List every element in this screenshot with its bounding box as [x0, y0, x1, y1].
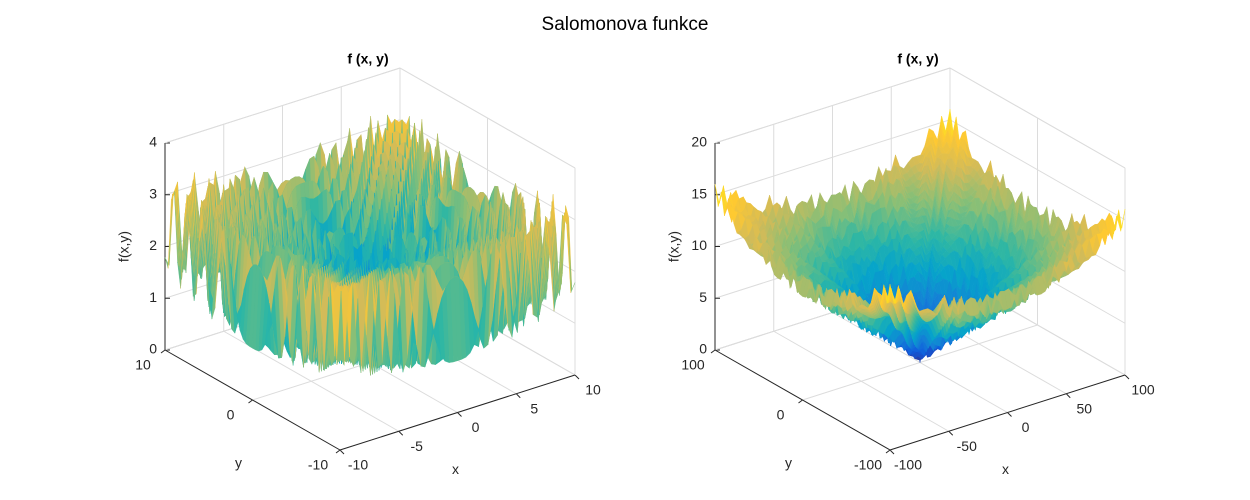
z-tick-label: 3	[149, 185, 157, 201]
box-edge	[399, 67, 576, 169]
z-tick-label: 4	[149, 134, 157, 150]
x-tick-label: -10	[348, 457, 368, 473]
x-tick-label: -5	[411, 438, 424, 454]
y-axis	[164, 349, 341, 451]
y-tick-label: 0	[777, 407, 785, 423]
x-tick-label: 10	[585, 382, 601, 398]
box-edge	[164, 67, 401, 144]
z-tick-label: 0	[149, 341, 157, 357]
x-axis-label: x	[452, 461, 459, 477]
z-tick-label: 10	[691, 237, 707, 253]
figure-title: Salomonova funkce	[542, 14, 709, 35]
axes-title: f (x, y)	[347, 51, 388, 67]
y-tick	[160, 349, 166, 354]
x-axis	[339, 374, 576, 451]
grid-line	[399, 119, 576, 221]
y-axis-label: y	[235, 455, 242, 471]
grid-line	[164, 119, 401, 196]
z-tick-label: 0	[699, 341, 707, 357]
y-tick-label: 100	[681, 357, 705, 373]
surface	[164, 114, 576, 376]
x-tick-label: -50	[957, 438, 977, 454]
z-tick-label: 2	[149, 237, 157, 253]
z-tick-label: 20	[691, 134, 707, 150]
x-tick-label: 5	[530, 400, 538, 416]
y-tick-label: 0	[227, 407, 235, 423]
x-tick	[574, 374, 580, 380]
x-tick	[515, 393, 521, 399]
z-axis-label: f(x,y)	[116, 231, 132, 262]
x-tick-label: 50	[1076, 400, 1092, 416]
x-tick	[339, 449, 345, 455]
z-tick-label: 1	[149, 289, 157, 305]
y-tick-label: 10	[135, 357, 151, 373]
y-tick-label: -10	[308, 457, 328, 473]
x-tick-label: 0	[1022, 419, 1030, 435]
y-tick-label: -100	[854, 457, 882, 473]
x-tick-label: 0	[472, 419, 480, 435]
y-tick	[248, 399, 253, 404]
y-tick	[335, 449, 341, 454]
z-tick-label: 5	[699, 289, 707, 305]
z-tick-label: 15	[691, 185, 707, 201]
x-tick-label: -100	[894, 457, 922, 473]
x-tick-label: 100	[1131, 382, 1155, 398]
x-tick	[398, 430, 404, 436]
x-tick	[457, 412, 462, 417]
